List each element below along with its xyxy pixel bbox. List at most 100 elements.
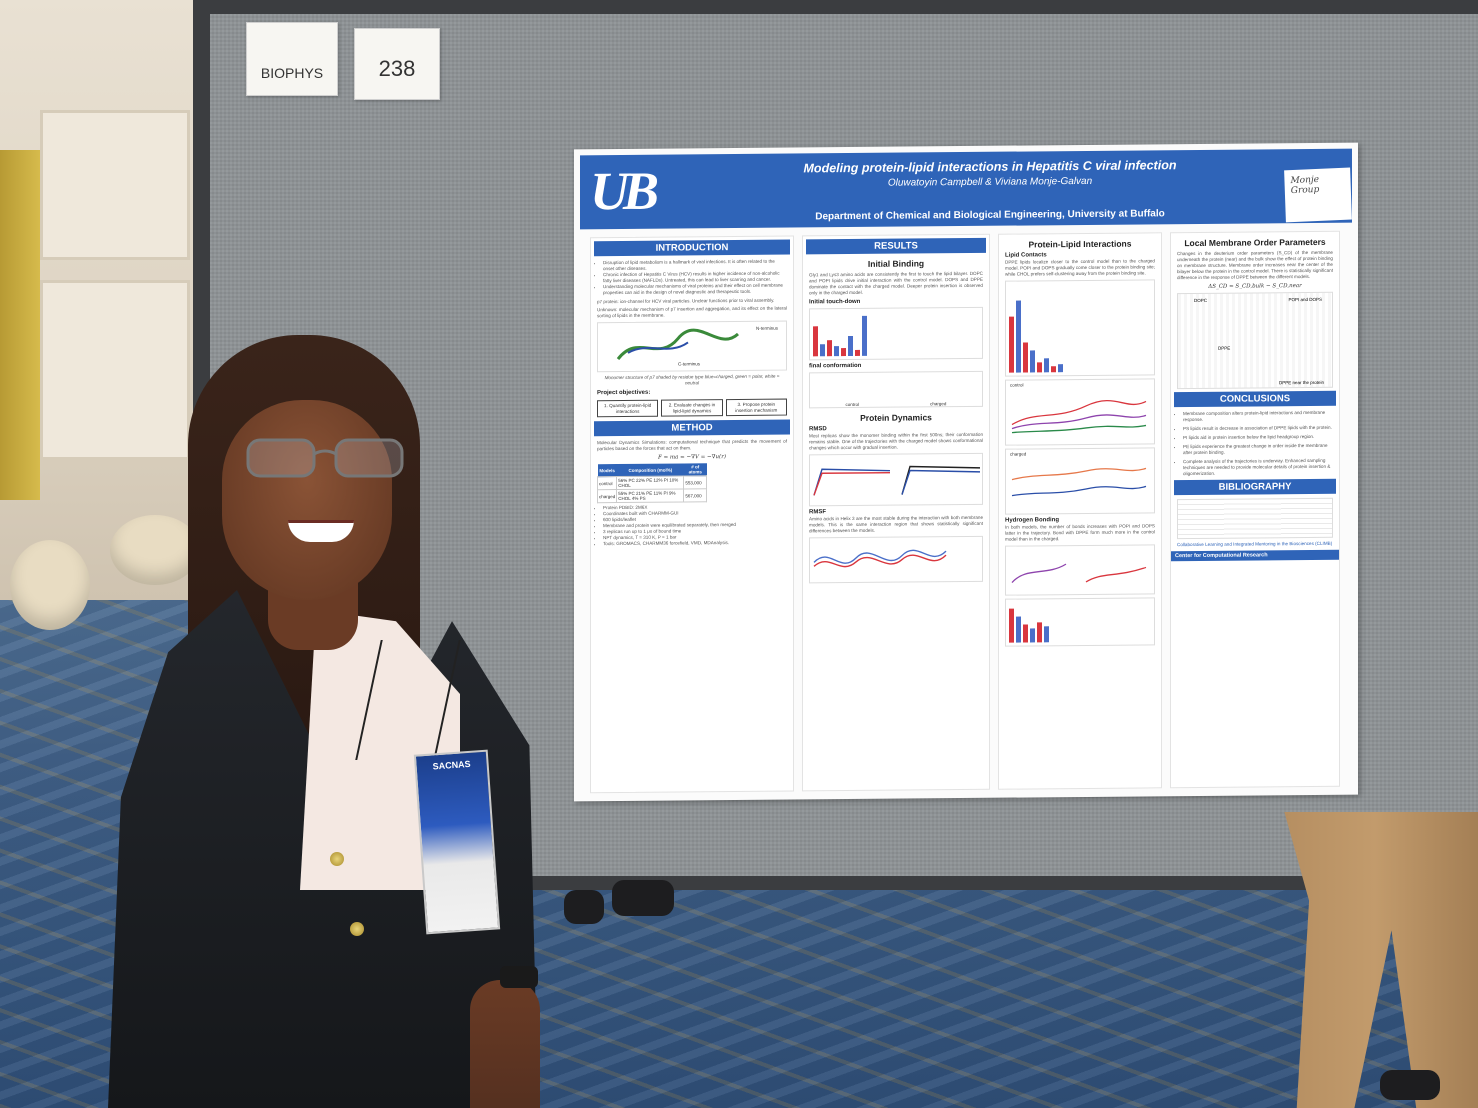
- objectives-row: 1. Quantify protein-lipid interactions 2…: [597, 398, 787, 418]
- charged-label: charged: [930, 401, 947, 407]
- table-header-row: Models Composition (mol%) # of atoms: [597, 463, 707, 477]
- method-details: Protein PDBID: 2M6X Coordinates built wi…: [603, 504, 787, 548]
- p7-description: p7 protein: ion-channel for HCV viral pa…: [597, 297, 775, 305]
- p7-structure-figure: N-terminus C-terminus: [597, 320, 787, 373]
- poster-authors: Oluwatoyin Campbell & Viviana Monje-Galv…: [887, 175, 1093, 189]
- bar-mark: [848, 335, 853, 357]
- charged-label: charged: [1010, 451, 1027, 457]
- bar-mark: [1016, 300, 1021, 373]
- dppe-label: DPPE: [1218, 345, 1231, 351]
- table-cell: charged: [597, 489, 617, 503]
- list-item: PE lipids experience the greatest change…: [1183, 443, 1333, 456]
- bar-mark: [1030, 350, 1035, 373]
- unknown-description: Unknown: molecular mechanism of p7 inser…: [597, 305, 787, 319]
- hbond-lines-icon: [1011, 563, 1147, 584]
- table-cell: 553,000: [683, 475, 707, 489]
- order-params-formula: ΔS_CD = S_CD,bulk − S_CD,near: [1208, 283, 1302, 290]
- column-results: RESULTS Initial Binding Gly1 and Lys3 am…: [802, 233, 990, 792]
- bar-mark: [1037, 622, 1042, 643]
- table-header: Composition (mol%): [616, 463, 684, 477]
- shoe: [612, 880, 674, 916]
- bar-mark: [841, 348, 846, 357]
- dppe-near-label: DPPE near the protein: [1278, 379, 1324, 386]
- round-table: [110, 515, 200, 585]
- contacts-timeseries-charged: charged: [1005, 447, 1155, 515]
- gold-wall-pillar: [0, 150, 40, 500]
- column-protein-lipid: Protein-Lipid Interactions Lipid Contact…: [998, 232, 1162, 790]
- presenter-hand: [470, 980, 540, 1108]
- bar-mark: [813, 326, 818, 357]
- lipid-contacts-text: DPPE lipids localize closer to the contr…: [1005, 258, 1155, 277]
- bar-mark: [862, 315, 867, 356]
- presenter-face: [222, 400, 392, 600]
- hbond-timeseries-figure: [1005, 544, 1155, 596]
- bar-mark: [1051, 366, 1056, 373]
- list-item: Understanding molecular mechanisms of vi…: [603, 283, 787, 297]
- shoe: [564, 890, 604, 924]
- conclusions-heading: CONCLUSIONS: [1174, 390, 1336, 408]
- popi-dops-label: POPI and DOPS: [1288, 296, 1322, 303]
- protein-dynamics-heading: Protein Dynamics: [860, 412, 932, 423]
- climb-label: Collaborative Learning and Integrated Me…: [1177, 540, 1333, 548]
- bar-mark: [1009, 316, 1014, 373]
- list-item: PI lipids aid in protein insertion below…: [1183, 434, 1333, 441]
- table-header: Models: [597, 464, 617, 477]
- poster-header: UB Modeling protein-lipid interactions i…: [580, 148, 1352, 230]
- conclusions-bullets: Membrane composition alters protein-lipi…: [1183, 410, 1333, 477]
- initial-binding-bar-figure: [809, 306, 983, 361]
- contacts-timeseries-control: control: [1005, 378, 1155, 446]
- category-tag: BIOPHYS: [246, 22, 338, 96]
- final-conformation-label: final conformation: [809, 362, 862, 370]
- bar-mark: [1023, 624, 1028, 643]
- ccr-footer: Center for Computational Research: [1171, 549, 1339, 562]
- objective-box: 1. Quantify protein-lipid interactions: [597, 399, 659, 418]
- rmsd-lines-icon: [813, 465, 981, 496]
- bar-mark: [1044, 358, 1049, 373]
- bar-mark: [855, 349, 860, 356]
- introduction-heading: INTRODUCTION: [594, 239, 790, 257]
- wall-panel: [40, 280, 190, 460]
- rmsf-figure: [809, 535, 983, 584]
- protein-lipid-heading: Protein-Lipid Interactions: [1028, 238, 1132, 250]
- watch-icon: [500, 966, 538, 988]
- table-cell: 567,000: [683, 488, 707, 502]
- bar-mark: [834, 346, 839, 357]
- order-params-heading: Local Membrane Order Parameters: [1184, 236, 1326, 249]
- round-table: [10, 540, 90, 630]
- table-cell: 55% PC 21% PE 11% PI 9% CHOL 4% PS: [616, 488, 684, 503]
- bar-mark: [820, 344, 825, 357]
- order-params-text: Changes in the deuterium order parameter…: [1177, 249, 1333, 281]
- badge-label: SACNAS: [432, 758, 471, 772]
- n-terminus-label: N-terminus: [755, 325, 778, 331]
- bar-mark: [1037, 362, 1042, 373]
- md-description: Molecular Dynamics Simulations: computat…: [597, 438, 787, 452]
- control-label: control: [1010, 382, 1024, 388]
- final-conformation-figure: control charged: [809, 370, 983, 409]
- introduction-bullets: Disruption of lipid metabolism is a hall…: [603, 259, 787, 297]
- poster-department: Department of Chemical and Biological En…: [815, 208, 1165, 223]
- timeseries-lines-icon: [1011, 400, 1147, 434]
- protein-ribbon-icon: [616, 328, 740, 360]
- hbond-bar-figure: [1005, 597, 1155, 647]
- ub-logo: UB: [590, 160, 654, 222]
- jacket-button: [350, 922, 364, 936]
- list-item: PS lipids result in decrease in associat…: [1183, 425, 1333, 432]
- table-row: charged 55% PC 21% PE 11% PI 9% CHOL 4% …: [597, 488, 707, 503]
- bibliography-heading: BIBLIOGRAPHY: [1174, 478, 1336, 496]
- bibliography-list: [1177, 497, 1333, 540]
- timeseries-lines-icon: [1011, 467, 1147, 497]
- lipid-contacts-bar-figure: [1005, 279, 1155, 377]
- column-order-conclusions: Local Membrane Order Parameters Changes …: [1170, 230, 1340, 789]
- control-label: control: [845, 401, 860, 408]
- results-heading: RESULTS: [806, 237, 986, 255]
- dopc-label: DOPC: [1194, 297, 1208, 304]
- jacket-button: [330, 852, 344, 866]
- presenter-smile: [288, 520, 354, 542]
- initial-touchdown-label: Initial touch-down: [809, 298, 861, 306]
- method-heading: METHOD: [594, 419, 790, 437]
- hydrogen-bonding-text: In both models, the number of bonds incr…: [1005, 523, 1155, 542]
- table-cell: 56% PC 22% PE 12% PI 10% CHOL: [616, 475, 684, 490]
- bar-mark: [827, 340, 832, 357]
- table-header: # of atoms: [683, 463, 707, 476]
- wall-panel: [40, 110, 190, 260]
